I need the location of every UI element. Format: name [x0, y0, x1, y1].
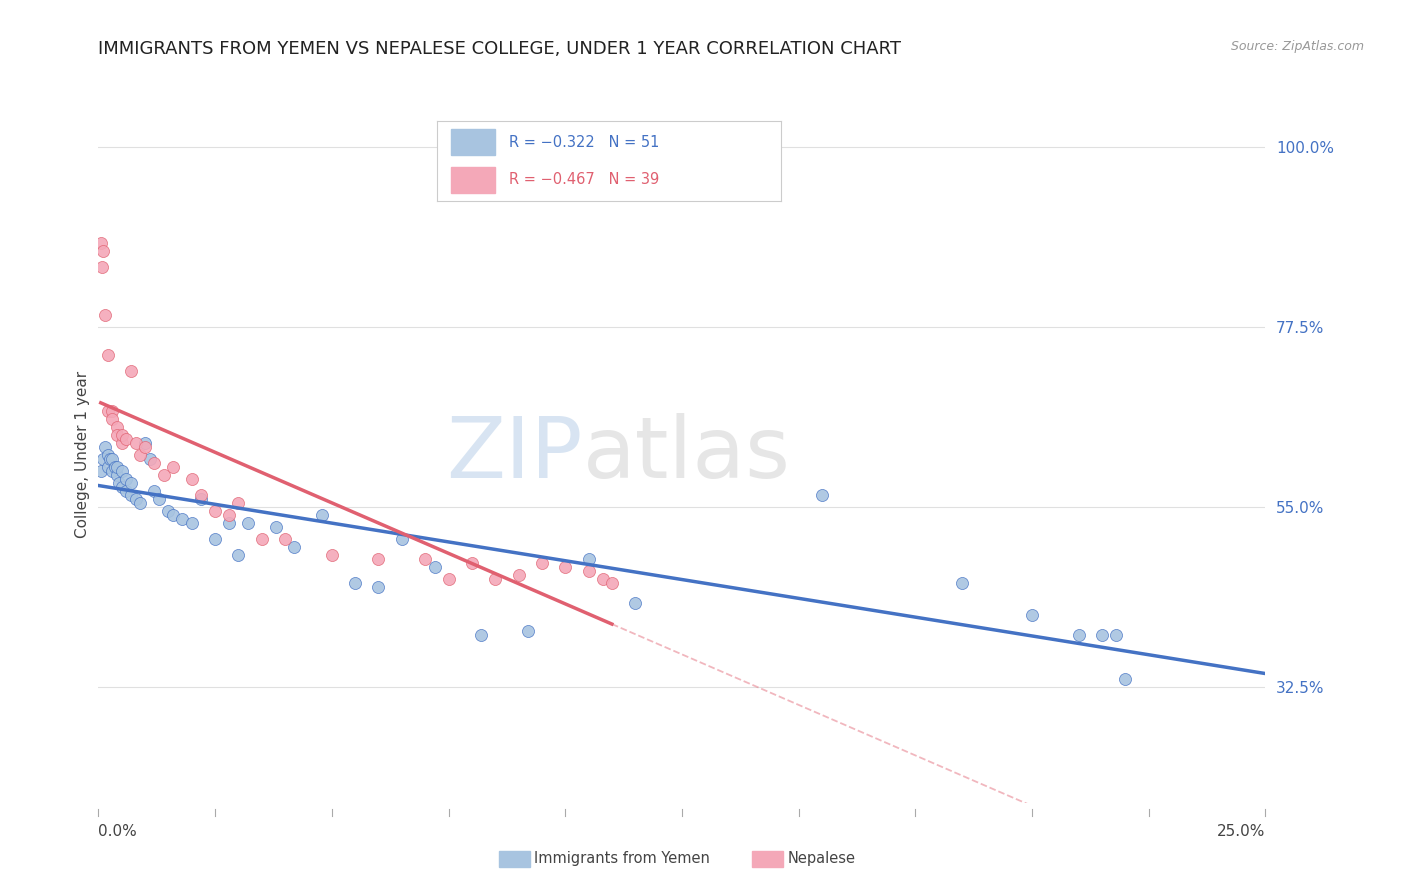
- Point: [204, 504, 226, 518]
- Point: [236, 516, 259, 530]
- Text: Nepalese: Nepalese: [787, 851, 855, 865]
- Point: [274, 532, 297, 546]
- Point: [90, 235, 112, 250]
- Point: [367, 552, 389, 566]
- Point: [218, 508, 240, 522]
- Point: [228, 496, 250, 510]
- Point: [134, 436, 156, 450]
- Point: [97, 459, 120, 474]
- Text: ZIP: ZIP: [446, 413, 582, 497]
- Point: [105, 420, 128, 434]
- Point: [97, 404, 120, 418]
- Point: [125, 491, 148, 506]
- Point: [139, 451, 162, 466]
- Point: [811, 488, 834, 502]
- Point: [90, 464, 112, 478]
- Point: [162, 459, 184, 474]
- Point: [578, 552, 600, 566]
- Point: [204, 532, 226, 546]
- Point: [264, 520, 287, 534]
- Point: [129, 496, 152, 510]
- Point: [228, 548, 250, 562]
- Point: [148, 491, 170, 506]
- Point: [115, 432, 138, 446]
- Point: [516, 624, 538, 638]
- Point: [250, 532, 273, 546]
- Text: 0.0%: 0.0%: [98, 824, 138, 838]
- Point: [108, 475, 131, 490]
- Point: [105, 459, 128, 474]
- Point: [94, 440, 117, 454]
- Point: [1021, 607, 1043, 622]
- Point: [91, 451, 114, 466]
- Point: [134, 440, 156, 454]
- Y-axis label: College, Under 1 year: College, Under 1 year: [75, 371, 90, 539]
- Point: [367, 580, 389, 594]
- Point: [1091, 628, 1114, 642]
- Point: [111, 436, 134, 450]
- Text: 25.0%: 25.0%: [1218, 824, 1265, 838]
- Point: [120, 364, 142, 378]
- Point: [218, 516, 240, 530]
- Point: [111, 480, 134, 494]
- Point: [101, 451, 124, 466]
- Point: [104, 459, 127, 474]
- Point: [115, 483, 138, 498]
- Point: [530, 556, 553, 570]
- Point: [413, 552, 436, 566]
- Point: [120, 488, 142, 502]
- Point: [105, 467, 128, 482]
- Point: [1105, 628, 1128, 642]
- Point: [311, 508, 333, 522]
- Point: [111, 464, 134, 478]
- Text: Source: ZipAtlas.com: Source: ZipAtlas.com: [1230, 40, 1364, 54]
- Point: [115, 472, 138, 486]
- Point: [111, 428, 134, 442]
- Point: [461, 556, 484, 570]
- Point: [105, 428, 128, 442]
- Point: [190, 491, 212, 506]
- Point: [624, 596, 647, 610]
- Point: [554, 560, 576, 574]
- Point: [143, 456, 166, 470]
- Point: [578, 564, 600, 578]
- Point: [97, 348, 120, 362]
- Point: [97, 448, 120, 462]
- Point: [91, 244, 114, 258]
- Text: Immigrants from Yemen: Immigrants from Yemen: [534, 851, 710, 865]
- Point: [180, 472, 202, 486]
- Point: [152, 467, 174, 482]
- Point: [91, 260, 114, 274]
- Point: [950, 575, 973, 590]
- Point: [391, 532, 413, 546]
- Point: [344, 575, 367, 590]
- Point: [157, 504, 180, 518]
- Point: [437, 572, 460, 586]
- Point: [470, 628, 492, 642]
- Point: [143, 483, 166, 498]
- Text: atlas: atlas: [582, 413, 790, 497]
- Point: [508, 567, 530, 582]
- Point: [101, 404, 124, 418]
- Point: [592, 572, 614, 586]
- Point: [1067, 628, 1090, 642]
- Text: IMMIGRANTS FROM YEMEN VS NEPALESE COLLEGE, UNDER 1 YEAR CORRELATION CHART: IMMIGRANTS FROM YEMEN VS NEPALESE COLLEG…: [98, 40, 901, 58]
- Point: [98, 451, 121, 466]
- Point: [1114, 672, 1136, 686]
- Point: [120, 475, 142, 490]
- Point: [94, 308, 117, 322]
- Point: [125, 436, 148, 450]
- Point: [180, 516, 202, 530]
- Point: [484, 572, 506, 586]
- Point: [321, 548, 343, 562]
- Point: [101, 412, 124, 426]
- Point: [190, 488, 212, 502]
- Point: [101, 464, 124, 478]
- Point: [423, 560, 446, 574]
- Point: [162, 508, 184, 522]
- Point: [129, 448, 152, 462]
- Point: [283, 540, 305, 554]
- Point: [600, 575, 623, 590]
- Point: [172, 512, 194, 526]
